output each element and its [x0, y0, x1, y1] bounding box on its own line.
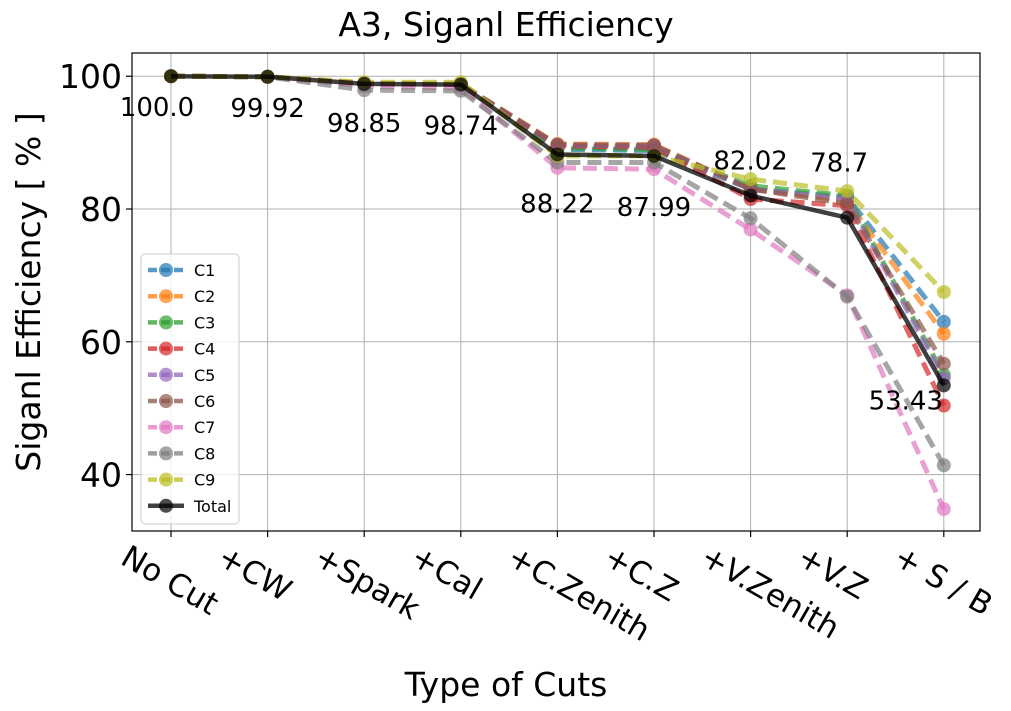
legend-item-c4: C4 — [148, 340, 215, 359]
series-total — [164, 69, 951, 393]
legend-marker — [159, 472, 173, 487]
data-label: 82.02 — [713, 147, 787, 177]
legend-marker — [159, 420, 173, 435]
data-point — [647, 148, 661, 163]
data-point — [453, 77, 468, 92]
plot-frame — [131, 52, 981, 532]
data-label: 98.74 — [424, 112, 498, 142]
legend-item-total: Total — [148, 497, 231, 516]
data-label: 87.99 — [617, 193, 691, 223]
legend-label: C2 — [194, 287, 215, 306]
data-point — [840, 210, 855, 225]
y-tick-label: 60 — [80, 323, 122, 362]
x-tick-label: +Spark — [308, 539, 426, 628]
legend-item-c7: C7 — [148, 418, 215, 437]
legend-label: C4 — [194, 340, 215, 359]
grid-lines — [132, 53, 980, 531]
legend-marker — [159, 498, 173, 513]
series-layer — [164, 69, 951, 517]
data-point — [936, 314, 951, 329]
data-label: 99.92 — [230, 94, 304, 124]
legend: C1 C2 C3 C4 C5 C6 C7 C8 C9 Total — [140, 253, 240, 525]
data-point — [840, 184, 855, 199]
data-label: 88.22 — [520, 189, 594, 219]
legend-label: Total — [193, 497, 231, 516]
data-point — [936, 458, 951, 473]
legend-item-c1: C1 — [148, 261, 215, 280]
legend-item-c6: C6 — [148, 392, 215, 411]
legend-item-c2: C2 — [148, 287, 215, 306]
legend-label: C3 — [194, 313, 215, 332]
legend-marker — [159, 394, 173, 408]
y-tick-label: 100 — [59, 57, 122, 96]
x-tick-label: + S / B — [888, 539, 999, 624]
data-point — [550, 147, 565, 162]
data-point — [936, 356, 951, 371]
legend-marker — [159, 367, 173, 382]
legend-label: C9 — [194, 471, 215, 490]
data-point — [840, 289, 855, 304]
data-point — [164, 69, 178, 84]
x-tick-label: +CW — [212, 539, 298, 609]
x-tick-label: No Cut — [115, 539, 224, 623]
data-label: 53.43 — [869, 386, 943, 416]
legend-label: C5 — [194, 366, 215, 385]
data-point — [647, 138, 661, 153]
data-point — [936, 502, 951, 517]
data-point — [840, 196, 855, 211]
legend-label: C7 — [194, 418, 215, 437]
x-axis-ticks: No Cut+CW +Spark+Cal +C.Zenith+C.Z +V.Zenit… — [115, 531, 998, 649]
data-point — [936, 398, 951, 413]
legend-item-c9: C9 — [148, 471, 215, 490]
legend-label: C1 — [194, 261, 215, 280]
legend-marker — [159, 315, 173, 330]
data-point — [743, 172, 758, 187]
legend-marker — [159, 289, 173, 304]
legend-item-c3: C3 — [148, 313, 215, 332]
legend-marker — [159, 341, 173, 356]
data-point — [743, 211, 758, 226]
data-point — [743, 188, 758, 203]
y-axis-label: Siganl Efficiency [ % ] — [9, 112, 48, 471]
legend-marker — [159, 446, 173, 461]
legend-item-c5: C5 — [148, 366, 215, 385]
legend-label: C8 — [194, 444, 215, 463]
legend-label: C6 — [194, 392, 215, 411]
data-label: 78.7 — [810, 149, 868, 179]
data-point — [936, 378, 951, 393]
chart-title: A3, Siganl Efficiency — [338, 5, 673, 44]
data-label: 100.0 — [120, 93, 194, 123]
data-labels: 100.0 99.92 98.85 98.74 88.22 87.99 82.02 78.7 5… — [120, 93, 943, 416]
data-point — [936, 285, 951, 299]
legend-marker — [159, 263, 173, 277]
data-point — [743, 222, 758, 237]
legend-item-c8: C8 — [148, 444, 215, 463]
y-axis-ticks: 40 60 80 100 — [59, 57, 132, 495]
data-point — [936, 326, 951, 341]
data-point — [550, 137, 565, 152]
y-tick-label: 40 — [80, 456, 122, 495]
x-axis-label: Type of Cuts — [404, 665, 608, 704]
data-label: 98.85 — [327, 109, 401, 139]
y-tick-label: 80 — [80, 190, 122, 229]
data-point — [357, 76, 372, 91]
data-point — [260, 69, 275, 84]
